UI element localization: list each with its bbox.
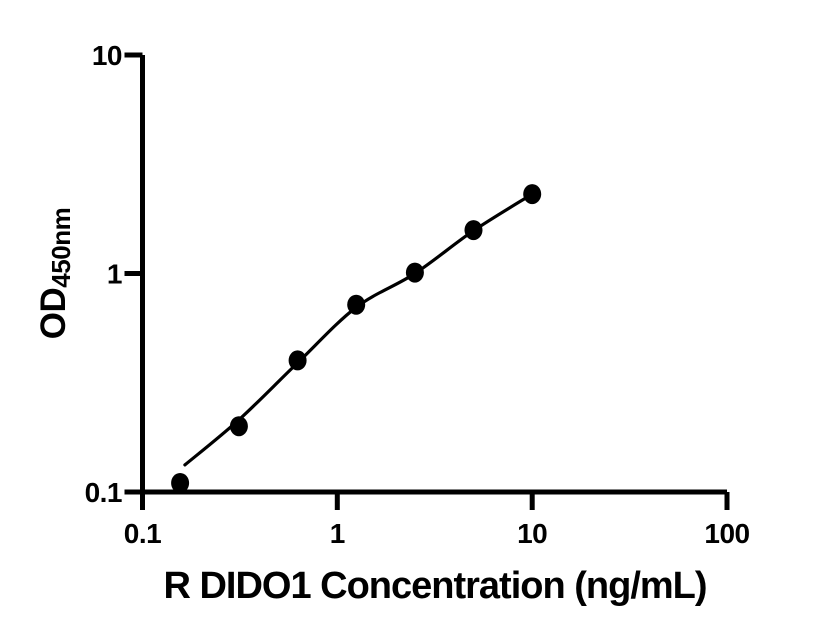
x-tick-label: 1 xyxy=(330,518,345,549)
data-point xyxy=(464,220,483,241)
axis-tick-labels: 0.1 1 10 100 0.1 1 10 xyxy=(85,40,751,549)
y-tick-label: 1 xyxy=(107,259,122,290)
x-tick-label: 0.1 xyxy=(124,518,161,549)
x-tick-label: 10 xyxy=(517,518,547,549)
y-tick-label: 10 xyxy=(92,40,122,71)
x-tick-label: 100 xyxy=(704,518,749,549)
data-point xyxy=(171,473,190,493)
y-axis-title-subscript: 450nm xyxy=(46,208,76,288)
data-point xyxy=(523,184,542,205)
y-axis-title-main: OD xyxy=(34,288,73,340)
y-tick-label: 0.1 xyxy=(85,477,122,508)
y-axis-title: OD450nm xyxy=(34,208,76,339)
data-point xyxy=(405,262,424,283)
data-point xyxy=(288,350,307,371)
x-axis-title: R DIDO1 Concentration (ng/mL) xyxy=(163,565,706,607)
data-point xyxy=(347,294,366,315)
axis-ticks xyxy=(124,52,730,510)
data-point xyxy=(229,416,248,437)
data-points xyxy=(171,184,542,493)
